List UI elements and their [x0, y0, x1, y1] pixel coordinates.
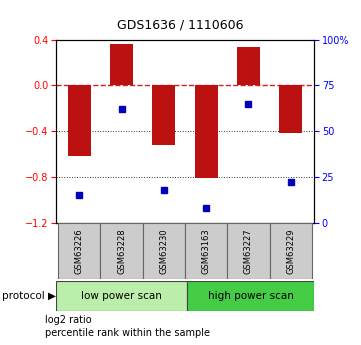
Text: GSM63227: GSM63227 [244, 228, 253, 274]
Text: log2 ratio: log2 ratio [45, 315, 92, 325]
Bar [152, 86, 175, 145]
Text: GSM63228: GSM63228 [117, 228, 126, 274]
Text: percentile rank within the sample: percentile rank within the sample [45, 328, 210, 337]
Text: GDS1636 / 1110606: GDS1636 / 1110606 [117, 19, 244, 32]
Bar [237, 47, 260, 86]
Bar [227, 223, 270, 279]
Bar [143, 223, 185, 279]
Bar [100, 223, 143, 279]
Bar [270, 223, 312, 279]
Text: GSM63226: GSM63226 [75, 228, 84, 274]
Bar [279, 86, 303, 134]
Text: protocol ▶: protocol ▶ [2, 291, 56, 301]
Bar [56, 281, 187, 310]
Bar [110, 44, 133, 86]
Text: GSM63230: GSM63230 [159, 228, 168, 274]
Bar [185, 223, 227, 279]
Text: high power scan: high power scan [208, 291, 293, 301]
Bar [195, 86, 218, 178]
Bar [68, 86, 91, 156]
Text: low power scan: low power scan [81, 291, 162, 301]
Bar [187, 281, 314, 310]
Text: GSM63163: GSM63163 [202, 228, 211, 274]
Text: GSM63229: GSM63229 [286, 228, 295, 274]
Bar [58, 223, 100, 279]
